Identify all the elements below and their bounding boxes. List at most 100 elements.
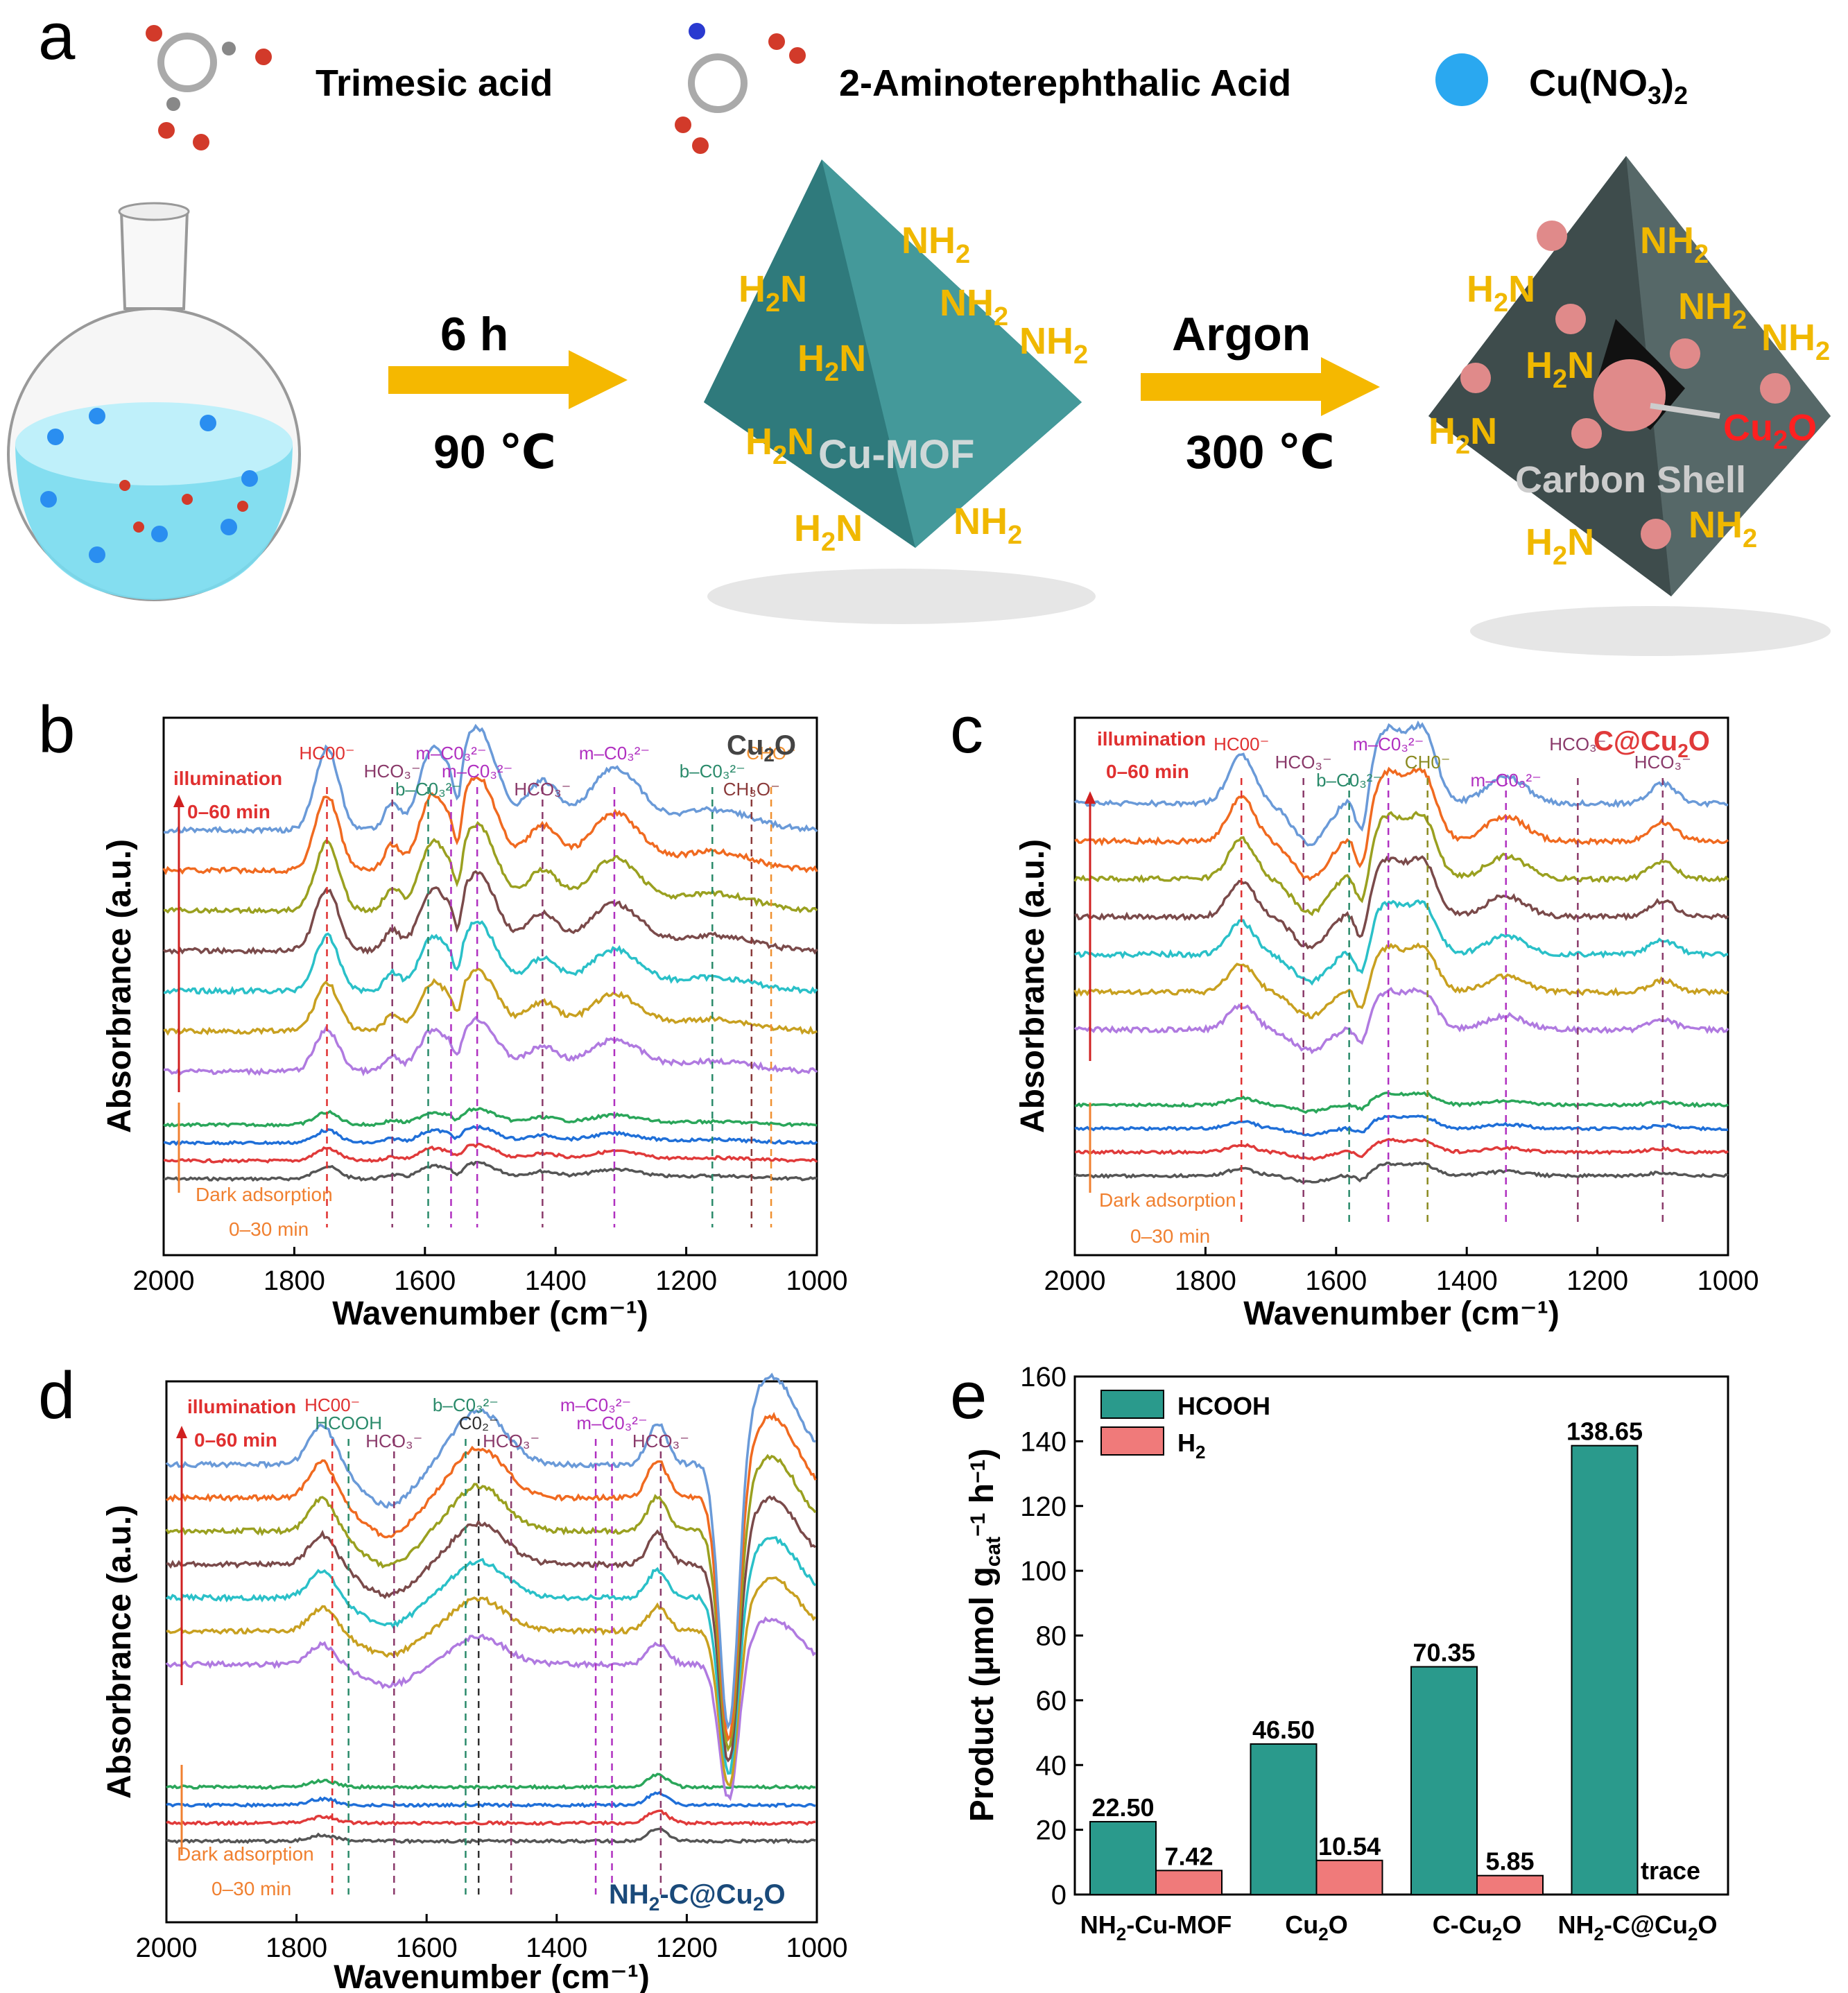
x-tick-label: 2000 — [1044, 1266, 1106, 1296]
x-tick-label: 1400 — [525, 1266, 587, 1296]
x-tick-label: 1000 — [786, 1266, 848, 1296]
bar-hcooh — [1571, 1444, 1639, 1895]
illumination-label: illumination — [173, 768, 282, 789]
spectrum-trace — [163, 1107, 818, 1128]
peak-label: m–C0₃²⁻ — [1471, 770, 1542, 791]
legend-swatch-hcooh — [1100, 1390, 1164, 1419]
illumination-arrow-head — [1085, 791, 1096, 804]
spectrum-trace — [163, 967, 818, 1036]
x-tick-label: 1000 — [786, 1933, 848, 1963]
y-tick-label: 160 — [1020, 1362, 1067, 1392]
cu-mof-label: Cu-MOF — [818, 432, 975, 477]
spectrum-trace — [1073, 942, 1729, 1019]
bar-value-label: 22.50 — [1091, 1793, 1154, 1822]
nh2-group-label: NH2 — [1678, 286, 1747, 335]
nh2-group-label: NH2 — [940, 282, 1008, 331]
x-tick-label: 2000 — [133, 1266, 195, 1296]
illumination-time-label: 0–60 min — [194, 1429, 277, 1451]
peak-label: HCO₃⁻ — [483, 1431, 539, 1451]
y-tick-label: 80 — [1036, 1621, 1067, 1652]
panel-b-plot-frame — [162, 716, 818, 1257]
peak-label: m–C0₃²⁻ — [415, 743, 486, 763]
peak-label: HCO₃⁻ — [364, 761, 421, 782]
legend-label-hcooh: HCOOH — [1177, 1392, 1270, 1420]
h2n-group-label: H2N — [797, 338, 866, 387]
spectrum-trace — [162, 870, 818, 956]
spectrum-trace — [1074, 766, 1729, 881]
panel-b-sample-label: Cu2O — [727, 730, 796, 766]
spectrum-trace — [1074, 855, 1729, 950]
dark-adsorption-label: Dark adsorption — [1099, 1189, 1236, 1211]
h2n-group-label: H2N — [1428, 411, 1497, 460]
peak-label: HC00⁻ — [304, 1395, 360, 1415]
spectrum-trace — [166, 1412, 817, 1743]
panel-a: a Trimesic acid 2-Aminoterephthalic Acid… — [7, 0, 1831, 656]
spectrum-trace — [165, 1536, 817, 1775]
h2n-group-label: H2N — [794, 508, 863, 557]
x-tick-label: 1200 — [655, 1266, 717, 1296]
x-tick-label: 1800 — [266, 1933, 327, 1963]
peak-label: HC00⁻ — [299, 743, 354, 763]
spectrum-trace — [163, 1124, 818, 1146]
x-tick-label: 1600 — [1305, 1266, 1367, 1296]
bar-value-label: 7.42 — [1164, 1842, 1213, 1870]
nh2-group-label: NH2 — [953, 501, 1022, 550]
x-tick-label: 1000 — [1698, 1266, 1759, 1296]
peak-label: b–C0₃²⁻ — [1316, 770, 1382, 791]
x-tick-label: 1800 — [264, 1266, 325, 1296]
panel-b-peak-markers: HC00⁻HCO₃⁻b–C0₃²⁻m–C0₃²⁻m–C0₃²⁻HCO₃⁻m–C0… — [299, 743, 796, 1227]
legend-label-h2: H2 — [1177, 1429, 1205, 1463]
nh2-group-label: NH2 — [901, 220, 970, 269]
panel-e-legend: HCOOH H2 — [1100, 1390, 1270, 1463]
peak-label: HCOOH — [315, 1413, 382, 1433]
peak-label: HCO₃⁻ — [1634, 752, 1691, 773]
spectrum-trace — [163, 1015, 818, 1077]
carbon-shell-label: Carbon Shell — [1515, 459, 1746, 501]
x-category-label: C-Cu2O — [1433, 1910, 1521, 1944]
panel-c-plot-frame — [1073, 716, 1729, 1257]
x-tick-label: 1600 — [396, 1933, 458, 1963]
nh2-group-label: NH2 — [1019, 320, 1088, 370]
panel-d-plot-frame — [165, 1380, 818, 1924]
reaction-flask-icon — [7, 202, 301, 601]
bar-hcooh — [1250, 1743, 1318, 1895]
bar-value-label: 138.65 — [1566, 1417, 1643, 1446]
cu2o-label: Cu2O — [1723, 407, 1817, 455]
h2n-group-label: H2N — [745, 421, 814, 470]
illumination-time-label: 0–60 min — [187, 801, 270, 822]
copper-nitrate-sphere-icon — [1435, 53, 1488, 106]
h2n-group-label: H2N — [1526, 521, 1594, 571]
x-tick-label: 1800 — [1175, 1266, 1236, 1296]
illumination-label: illumination — [187, 1396, 296, 1417]
step1-time: 6 h — [440, 308, 508, 361]
carbon-shell-octahedron: Carbon Shell Cu2O NH2 H2N NH2 NH2 H2N H2… — [1428, 156, 1831, 656]
panel-d-sample-label: NH2-C@Cu2O — [609, 1879, 786, 1915]
bar-h2 — [1315, 1859, 1383, 1895]
panel-b-spectra — [162, 723, 818, 1193]
step2-atmosphere: Argon — [1172, 308, 1311, 361]
y-tick-label: 140 — [1020, 1426, 1067, 1457]
spectrum-trace — [163, 820, 818, 915]
nh2-group-label: NH2 — [1689, 504, 1757, 553]
h2n-group-label: H2N — [1526, 345, 1594, 394]
spectrum-trace — [164, 920, 818, 996]
dark-adsorption-time-label: 0–30 min — [211, 1878, 291, 1899]
spectrum-trace — [1074, 1137, 1729, 1162]
spectrum-trace — [1074, 987, 1729, 1055]
peak-label: HCO₃⁻ — [514, 779, 571, 800]
cu-mof-octahedron: Cu-MOF NH2 H2N NH2 NH2 H2N H2N H2N NH2 — [704, 159, 1096, 624]
x-tick-label: 1400 — [526, 1933, 587, 1963]
spectrum-trace — [1074, 899, 1729, 986]
dark-adsorption-time-label: 0–30 min — [229, 1218, 309, 1240]
h2n-group-label: H2N — [1467, 268, 1535, 318]
cu2o-particle-icon — [1594, 359, 1666, 431]
bar-hcooh — [1089, 1820, 1157, 1895]
dark-adsorption-label: Dark adsorption — [177, 1843, 314, 1865]
panel-e-y-axis-title: Product (μmol gcat−1 h−1) — [964, 1449, 1005, 1822]
bar-value-label: 46.50 — [1252, 1716, 1315, 1744]
peak-label: b–C0₃²⁻ — [680, 761, 745, 782]
synthesis-arrow-1: 6 h 90 ℃ — [388, 308, 628, 478]
spectrum-trace — [166, 1827, 816, 1845]
peak-label: HCO₃⁻ — [1549, 734, 1606, 754]
spectrum-trace — [163, 1142, 818, 1164]
